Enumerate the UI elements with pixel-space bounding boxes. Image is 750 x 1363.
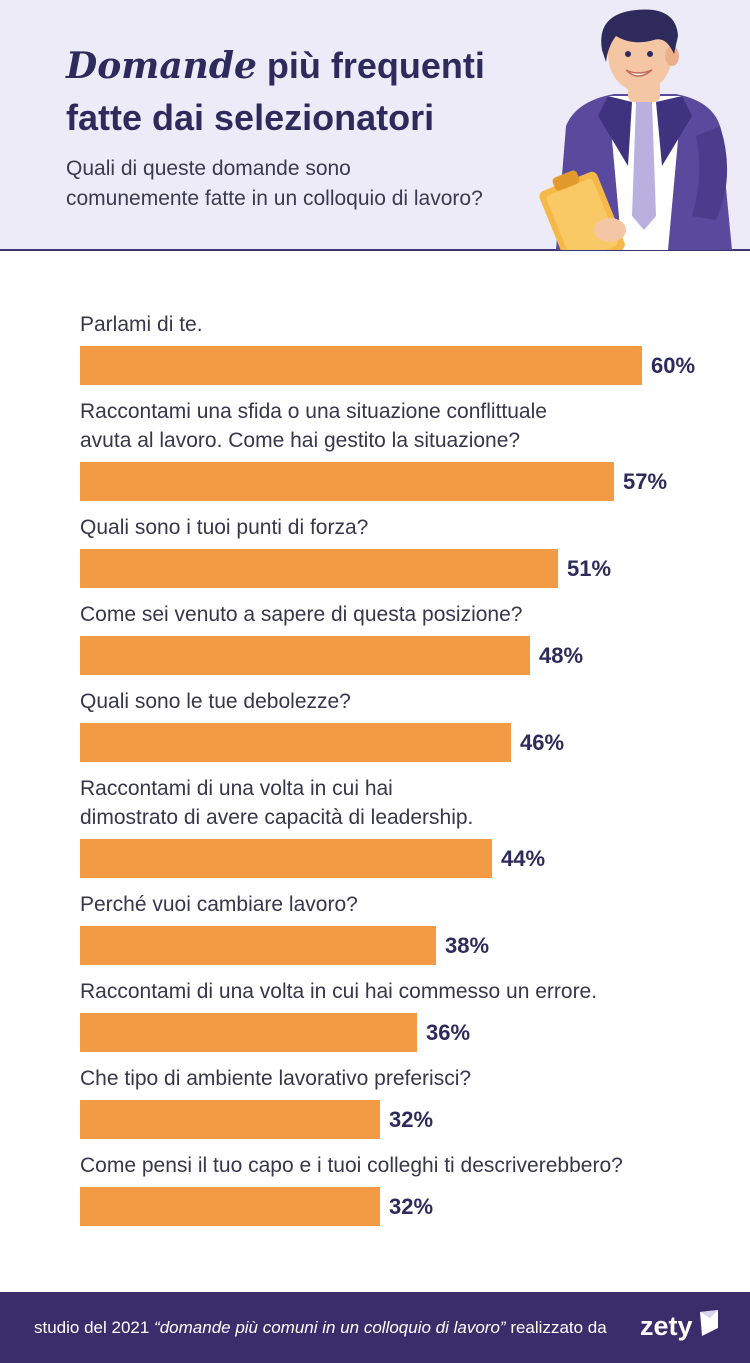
value-label: 36% — [426, 1020, 471, 1045]
title-accent: Domande — [66, 45, 257, 87]
bar — [80, 462, 614, 501]
bar — [80, 723, 511, 762]
zety-logo-icon — [700, 1310, 718, 1336]
question-label: Quali sono i tuoi punti di forza? — [80, 513, 368, 542]
question-label: Come pensi il tuo capo e i tuoi colleghi… — [80, 1151, 623, 1180]
footer-study-title: “domande più comuni in un colloquio di l… — [154, 1318, 506, 1337]
value-label: 60% — [651, 353, 696, 378]
bar — [80, 636, 530, 675]
question-label: Come sei venuto a sapere di questa posiz… — [80, 600, 522, 629]
value-label: 46% — [520, 730, 565, 755]
value-label: 51% — [567, 556, 612, 581]
question-label-line: Come sei venuto a sapere di questa posiz… — [80, 603, 523, 626]
footer-bar: studio del 2021 “domande più comuni in u… — [0, 1292, 750, 1363]
question-label-line: Perché vuoi cambiare lavoro? — [80, 893, 358, 916]
bar — [80, 549, 558, 588]
value-label: 32% — [389, 1194, 434, 1219]
question-label-line: Parlami di te. — [80, 313, 203, 336]
question-label: Perché vuoi cambiare lavoro? — [80, 890, 358, 919]
value-label: 38% — [445, 933, 490, 958]
question-label-line: Raccontami di una volta in cui hai comme… — [80, 980, 598, 1003]
zety-logo: zety — [640, 1311, 693, 1341]
question-label-line: avuta al lavoro. Come hai gestito la sit… — [80, 429, 521, 452]
bar — [80, 346, 642, 385]
question-label: Raccontami una sfida o una situazione co… — [80, 397, 547, 455]
value-label: 32% — [389, 1107, 434, 1132]
bar — [80, 1187, 380, 1226]
chart-title: Domande più frequenti fatte dai selezion… — [66, 40, 546, 144]
question-label-line: Quali sono i tuoi punti di forza? — [80, 516, 369, 539]
question-label-line: Raccontami una sfida o una situazione co… — [80, 400, 547, 423]
value-label: 48% — [539, 643, 584, 668]
bar — [80, 839, 492, 878]
question-label-line: dimostrato di avere capacità di leadersh… — [80, 806, 474, 829]
question-label-line: Come pensi il tuo capo e i tuoi colleghi… — [80, 1154, 623, 1177]
bar — [80, 926, 436, 965]
footer-prefix: studio del 2021 — [34, 1318, 155, 1337]
question-label: Che tipo di ambiente lavorativo preferis… — [80, 1064, 471, 1093]
value-label: 57% — [623, 469, 668, 494]
bar — [80, 1100, 380, 1139]
chart-subtitle: Quali di queste domande sono comunemente… — [66, 157, 483, 210]
question-label-line: Che tipo di ambiente lavorativo preferis… — [80, 1067, 472, 1090]
value-label: 44% — [501, 846, 546, 871]
question-label-line: Quali sono le tue debolezze? — [80, 690, 351, 713]
recruiter-illustration — [539, 9, 732, 250]
bar — [80, 1013, 417, 1052]
header-divider — [0, 249, 750, 251]
question-label: Raccontami di una volta in cui hai comme… — [80, 977, 597, 1006]
footer-credit: studio del 2021 “domande più comuni in u… — [34, 1292, 607, 1363]
title-rest-2: fatte dai selezionatori — [66, 97, 435, 138]
question-label: Quali sono le tue debolezze? — [80, 687, 351, 716]
question-label: Raccontami di una volta in cui hai dimost… — [80, 774, 473, 832]
question-label-line: Raccontami di una volta in cui hai — [80, 777, 393, 800]
question-label: Parlami di te. — [80, 310, 203, 339]
title-rest-1: più frequenti — [256, 45, 485, 86]
footer-suffix: realizzato da — [505, 1318, 607, 1337]
